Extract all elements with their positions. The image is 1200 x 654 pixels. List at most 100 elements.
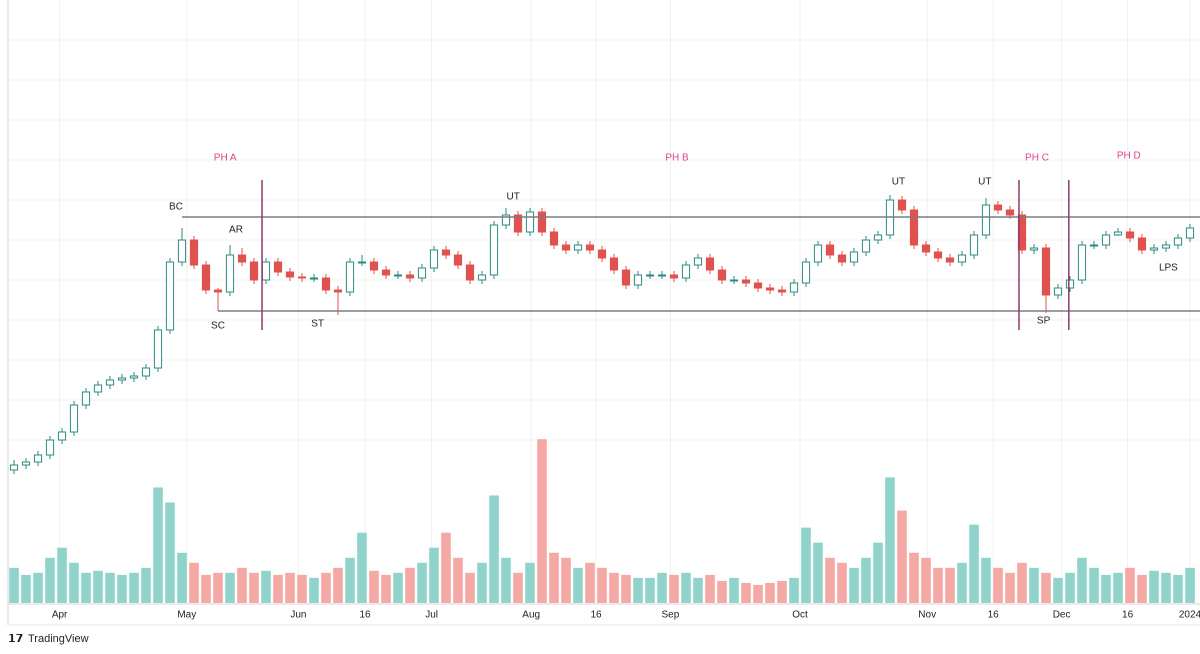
x-tick-label: Jul (425, 610, 438, 621)
candle-body (837, 254, 847, 263)
volume-bar (573, 567, 583, 603)
candle-body (801, 261, 811, 284)
volume-bar (333, 567, 343, 603)
candle-body (933, 251, 943, 259)
candle-body (1137, 237, 1147, 251)
candle-body (453, 254, 463, 266)
logo-mark: 𝟭𝟳 (8, 633, 23, 645)
volume-bar (369, 570, 379, 603)
candle-body (969, 234, 979, 256)
candle-body (921, 244, 931, 253)
x-tick-label: 16 (590, 610, 602, 621)
volume-bar (117, 574, 127, 603)
volume-bar (1101, 574, 1111, 603)
candle-body (177, 239, 187, 263)
candle-body (525, 211, 535, 233)
candle-body (237, 254, 247, 263)
volume-bar (789, 577, 799, 603)
volume-bar (201, 574, 211, 603)
volume-bar (1005, 572, 1015, 603)
candle-body (1149, 247, 1159, 251)
x-tick-label: Aug (522, 610, 540, 621)
candle-body (105, 379, 115, 386)
candle-body (561, 244, 571, 251)
volume-bar (717, 580, 727, 603)
candle-body (357, 261, 367, 264)
volume-bar (465, 572, 475, 603)
candle-body (297, 276, 307, 279)
candle-body (513, 214, 523, 233)
candle-body (693, 257, 703, 266)
volume-bar (405, 567, 415, 603)
volume-bar (153, 487, 163, 603)
volume-bar (477, 562, 487, 603)
volume-bar (837, 562, 847, 603)
candle-body (93, 384, 103, 393)
volume-bar (357, 532, 367, 603)
candle-body (909, 209, 919, 246)
volume-bar (921, 557, 931, 603)
annotation: SP (1037, 316, 1051, 327)
candle-body (465, 264, 475, 281)
volume-bar (969, 524, 979, 603)
volume-bar (1185, 567, 1195, 603)
volume-bar (45, 557, 55, 603)
volume-bar (1161, 572, 1171, 603)
candle-body (21, 461, 31, 466)
volume-bar (1065, 572, 1075, 603)
volume-bar (993, 567, 1003, 603)
volume-bar (105, 572, 115, 603)
volume-bar (489, 495, 499, 603)
x-tick-label: 16 (1122, 610, 1134, 621)
candle-body (333, 289, 343, 293)
candle-body (165, 261, 175, 331)
candle-body (225, 254, 235, 293)
volume-bar (1149, 570, 1159, 603)
volume-bar (273, 574, 283, 603)
volume-bar (729, 577, 739, 603)
candle-body (669, 274, 679, 279)
volume-bar (897, 510, 907, 603)
volume-bar (237, 567, 247, 603)
candle-body (861, 239, 871, 253)
volume-bar (933, 567, 943, 603)
volume-bar (513, 572, 523, 603)
candle-body (729, 279, 739, 282)
candle-body (249, 261, 259, 281)
candle-body (417, 267, 427, 279)
candle-body (285, 271, 295, 278)
volume-bar (321, 572, 331, 603)
candle-body (1029, 247, 1039, 251)
candle-body (345, 261, 355, 293)
volume-bar (525, 562, 535, 603)
candle-body (33, 454, 43, 463)
volume-bar (981, 557, 991, 603)
candle-body (57, 431, 67, 441)
volume-bar (1173, 574, 1183, 603)
volume-bar (9, 567, 19, 603)
candle-body (1113, 231, 1123, 236)
candle-body (753, 282, 763, 289)
volume-bar (537, 439, 547, 603)
volume-bar (1137, 574, 1147, 603)
candle-body (1065, 279, 1075, 289)
volume-bar (1089, 567, 1099, 603)
candle-body (657, 274, 667, 277)
candle-body (489, 224, 499, 276)
candle-body (369, 261, 379, 271)
volume-bar (177, 552, 187, 603)
volume-bar (213, 572, 223, 603)
volume-bar (345, 557, 355, 603)
x-tick-label: 16 (359, 610, 371, 621)
candle-body (1161, 244, 1171, 249)
volume-bar (453, 557, 463, 603)
x-tick-label: Nov (918, 610, 936, 621)
volume-bar (1113, 572, 1123, 603)
volume-bar (1125, 567, 1135, 603)
phase-label: PH A (214, 153, 237, 164)
volume-bar (801, 527, 811, 603)
annotation: UT (507, 192, 520, 203)
volume-bar (585, 562, 595, 603)
